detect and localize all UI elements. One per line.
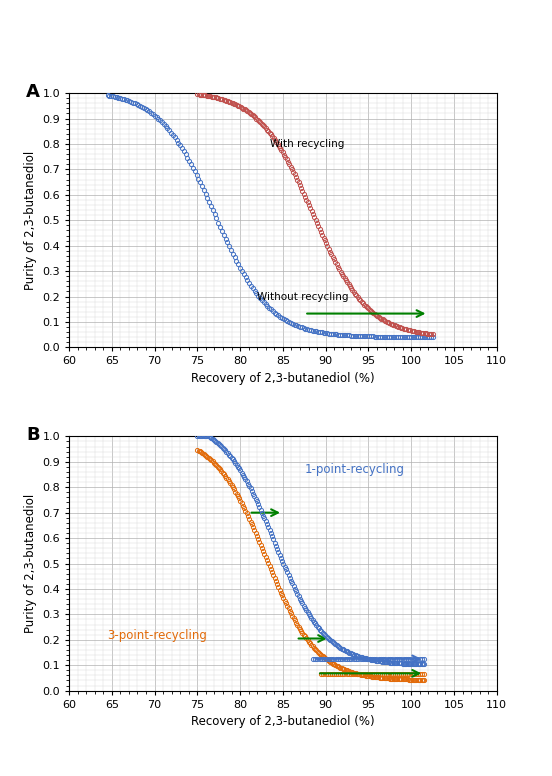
Text: Without recycling: Without recycling bbox=[257, 293, 349, 303]
Text: A: A bbox=[26, 83, 40, 101]
Text: 3-point-recycling: 3-point-recycling bbox=[108, 629, 208, 642]
X-axis label: Recovery of 2,3-butanediol (%): Recovery of 2,3-butanediol (%) bbox=[191, 372, 375, 385]
X-axis label: Recovery of 2,3-butanediol (%): Recovery of 2,3-butanediol (%) bbox=[191, 715, 375, 728]
Text: B: B bbox=[26, 426, 40, 444]
Y-axis label: Purity of 2,3-butanediol: Purity of 2,3-butanediol bbox=[24, 151, 36, 290]
Text: With recycling: With recycling bbox=[270, 138, 344, 148]
Y-axis label: Purity of 2,3-butanediol: Purity of 2,3-butanediol bbox=[24, 494, 36, 633]
Text: 1-point-recycling: 1-point-recycling bbox=[304, 463, 404, 476]
